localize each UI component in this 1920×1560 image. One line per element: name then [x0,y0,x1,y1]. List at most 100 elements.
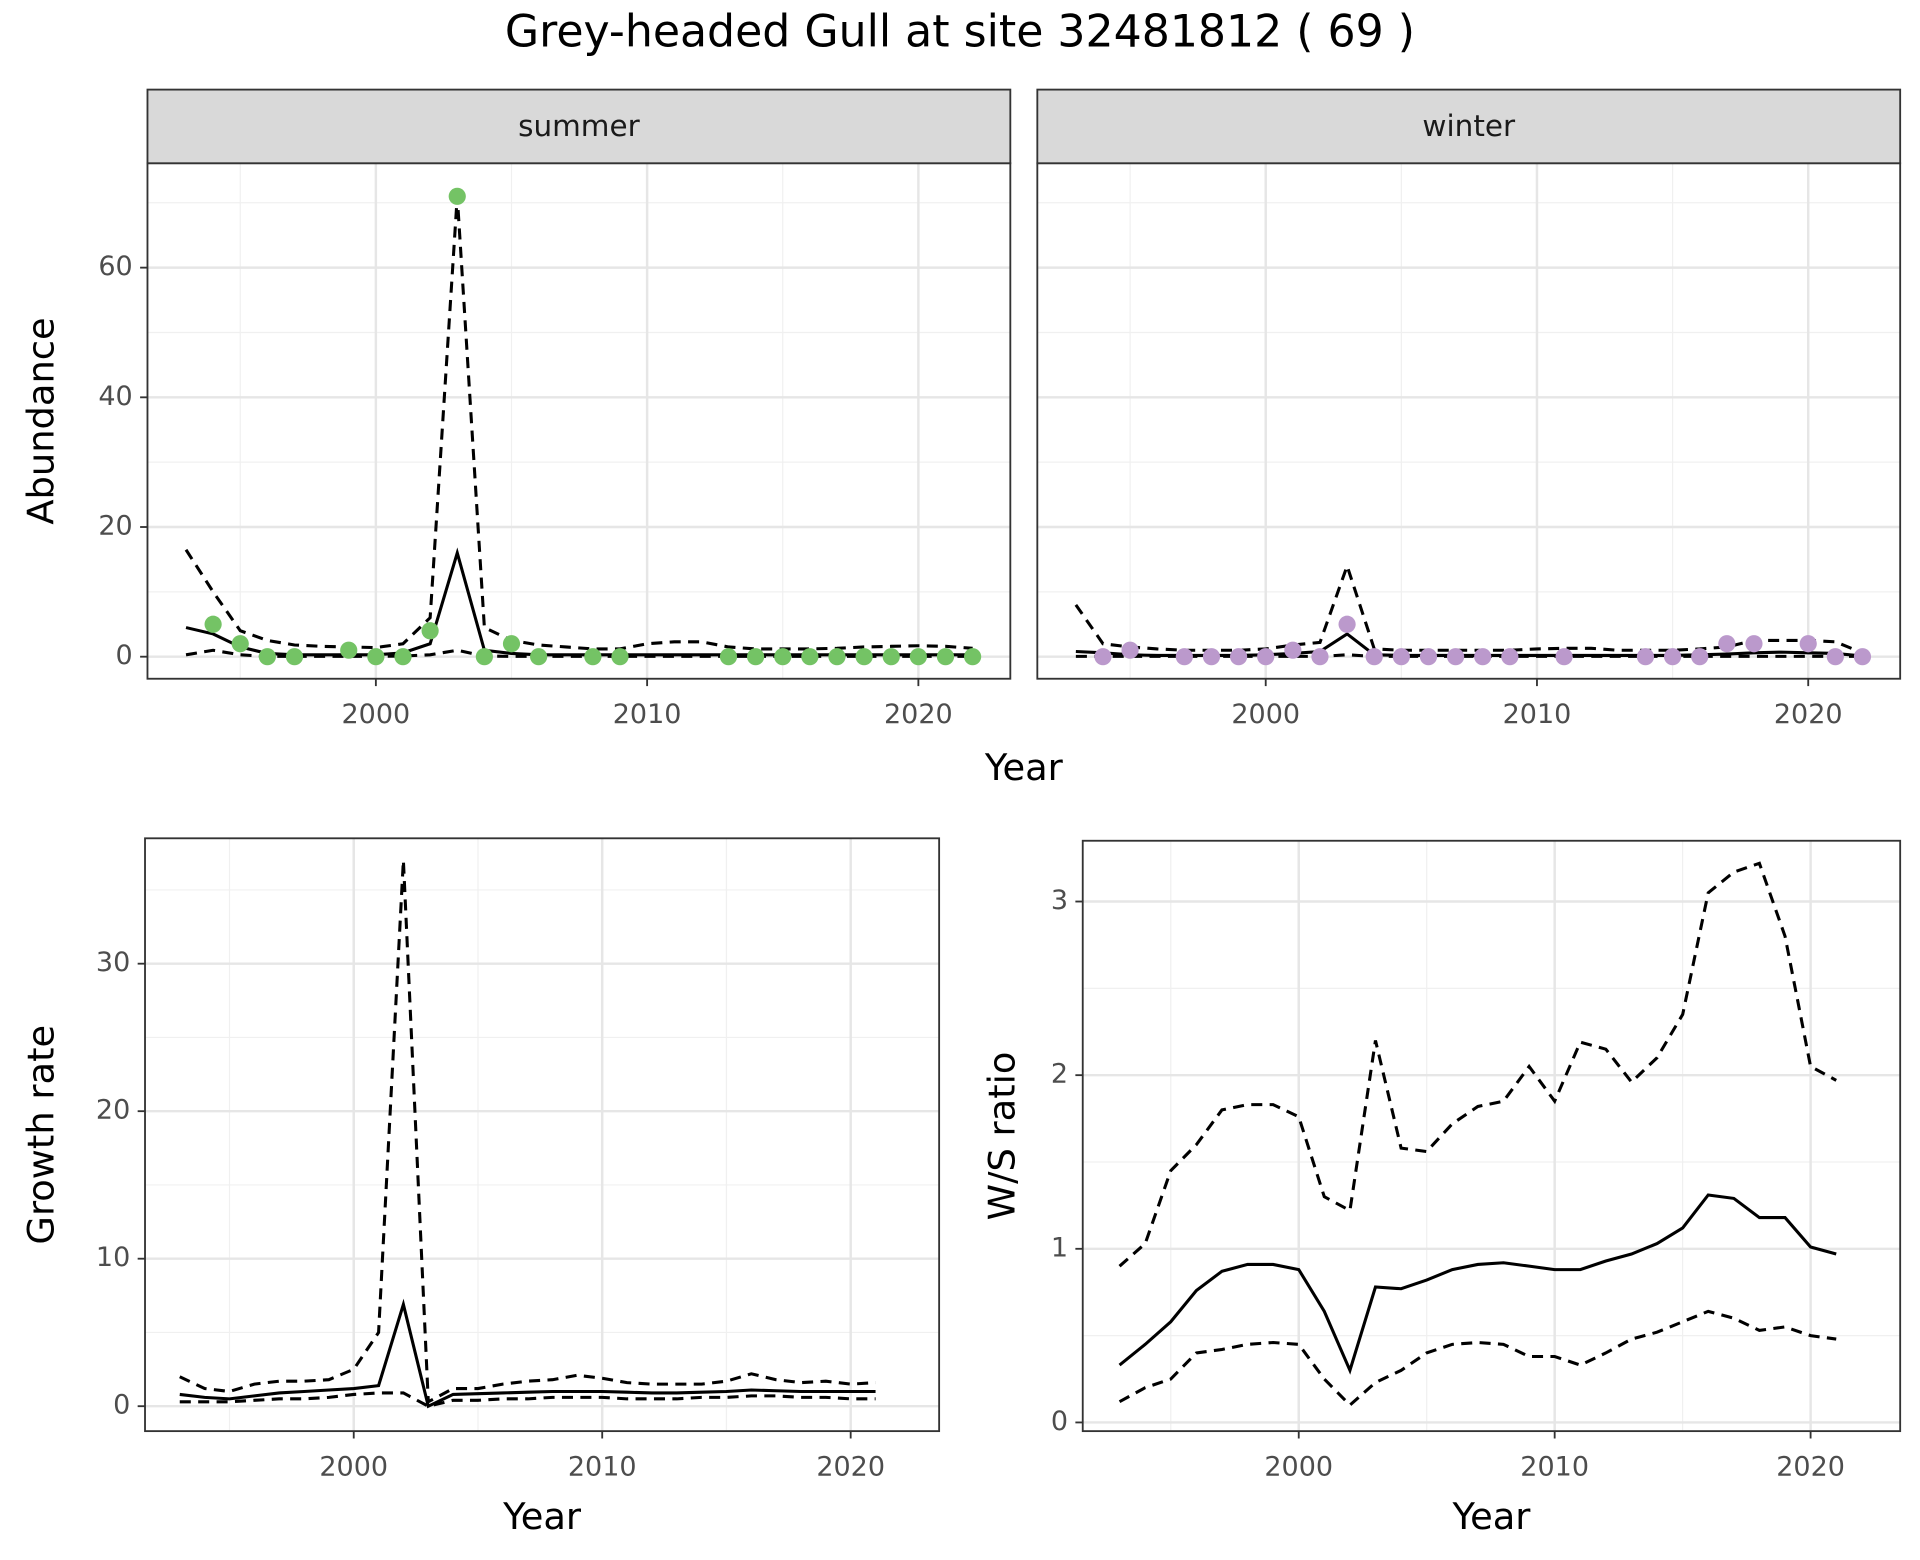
point [258,648,276,666]
point [1799,635,1817,653]
plot-background [1082,840,1901,1432]
x-tick-label: 2020 [884,699,953,730]
y-tick-label: 20 [98,511,132,542]
point [1745,635,1763,653]
x-tick-label: 2000 [1264,1451,1333,1482]
point [1202,648,1221,666]
x-tick-label: 2010 [613,699,682,730]
plot-background [147,163,1011,679]
panel-border [1081,839,1902,1433]
point [475,648,493,666]
point [828,648,846,666]
figure-title: Grey-headed Gull at site 32481812 ( 69 ) [505,6,1415,57]
panel-border [144,837,941,1433]
line [1118,1193,1837,1375]
point [394,648,412,666]
point [964,648,982,666]
y-tick-label: 0 [116,640,133,671]
x-axis-label: Year [1451,1495,1531,1538]
line [179,860,876,1405]
line [1118,1309,1837,1408]
y-tick-label: 40 [98,381,132,412]
point [1718,635,1736,653]
x-axis-label: Year [984,746,1064,789]
plot-background [1037,163,1901,679]
y-tick-label: 20 [96,1095,130,1126]
point [1257,648,1275,666]
point [882,648,900,666]
y-tick-label: 0 [1051,1406,1068,1437]
x-tick-label: 2020 [816,1451,885,1482]
point [1284,641,1302,659]
y-axis-label: Growth rate [20,1025,63,1245]
x-tick-label: 2020 [1774,699,1843,730]
point [1338,615,1356,633]
y-tick-label: 0 [113,1390,130,1421]
line [184,196,973,651]
point [1501,648,1519,666]
strip [146,88,1012,165]
point [340,641,358,659]
point [611,648,629,666]
line [1118,861,1837,1268]
strip-label: winter [1422,109,1516,143]
point [1175,648,1193,666]
point [1419,648,1438,666]
point [747,648,765,666]
point [909,648,927,666]
line [179,1391,876,1408]
point [584,648,602,666]
point [1474,648,1492,666]
point [1447,648,1465,666]
point [1664,648,1682,666]
y-tick-label: 3 [1051,885,1068,916]
y-tick-label: 60 [98,251,132,282]
x-tick-label: 2000 [319,1451,388,1482]
y-tick-label: 2 [1051,1059,1068,1090]
line [185,648,973,658]
point [1555,648,1573,666]
x-tick-label: 2020 [1776,1451,1845,1482]
x-tick-label: 2010 [1520,1451,1589,1482]
point [1636,648,1655,666]
x-tick-label: 2000 [342,699,411,730]
point [1121,641,1139,659]
point [285,648,304,666]
point [1365,648,1383,666]
x-tick-label: 2010 [1503,699,1572,730]
line [179,1298,876,1409]
point [719,648,738,666]
point [1826,648,1844,666]
point [1230,648,1248,666]
y-tick-label: 30 [96,947,130,978]
point [530,648,548,666]
y-tick-label: 10 [96,1242,130,1273]
point [204,615,222,633]
strip [1036,88,1902,165]
point [855,648,873,666]
point [936,648,955,666]
point [367,648,385,666]
point [801,648,819,666]
point [1853,648,1872,666]
y-tick-label: 1 [1051,1232,1068,1263]
point [231,635,249,653]
strip-label: summer [518,109,640,143]
point [1392,648,1410,666]
point [1691,648,1709,666]
x-tick-label: 2010 [568,1451,637,1482]
y-axis-label: Abundance [20,317,63,524]
point [774,648,792,666]
point [448,187,466,205]
y-axis-label: W/S ratio [981,1052,1024,1221]
point [502,635,521,653]
point [421,622,439,640]
x-axis-label: Year [502,1495,582,1538]
point [1311,648,1329,666]
line [1075,653,1863,658]
point [1094,648,1112,666]
x-tick-label: 2000 [1231,699,1300,730]
plot-background [145,838,940,1432]
